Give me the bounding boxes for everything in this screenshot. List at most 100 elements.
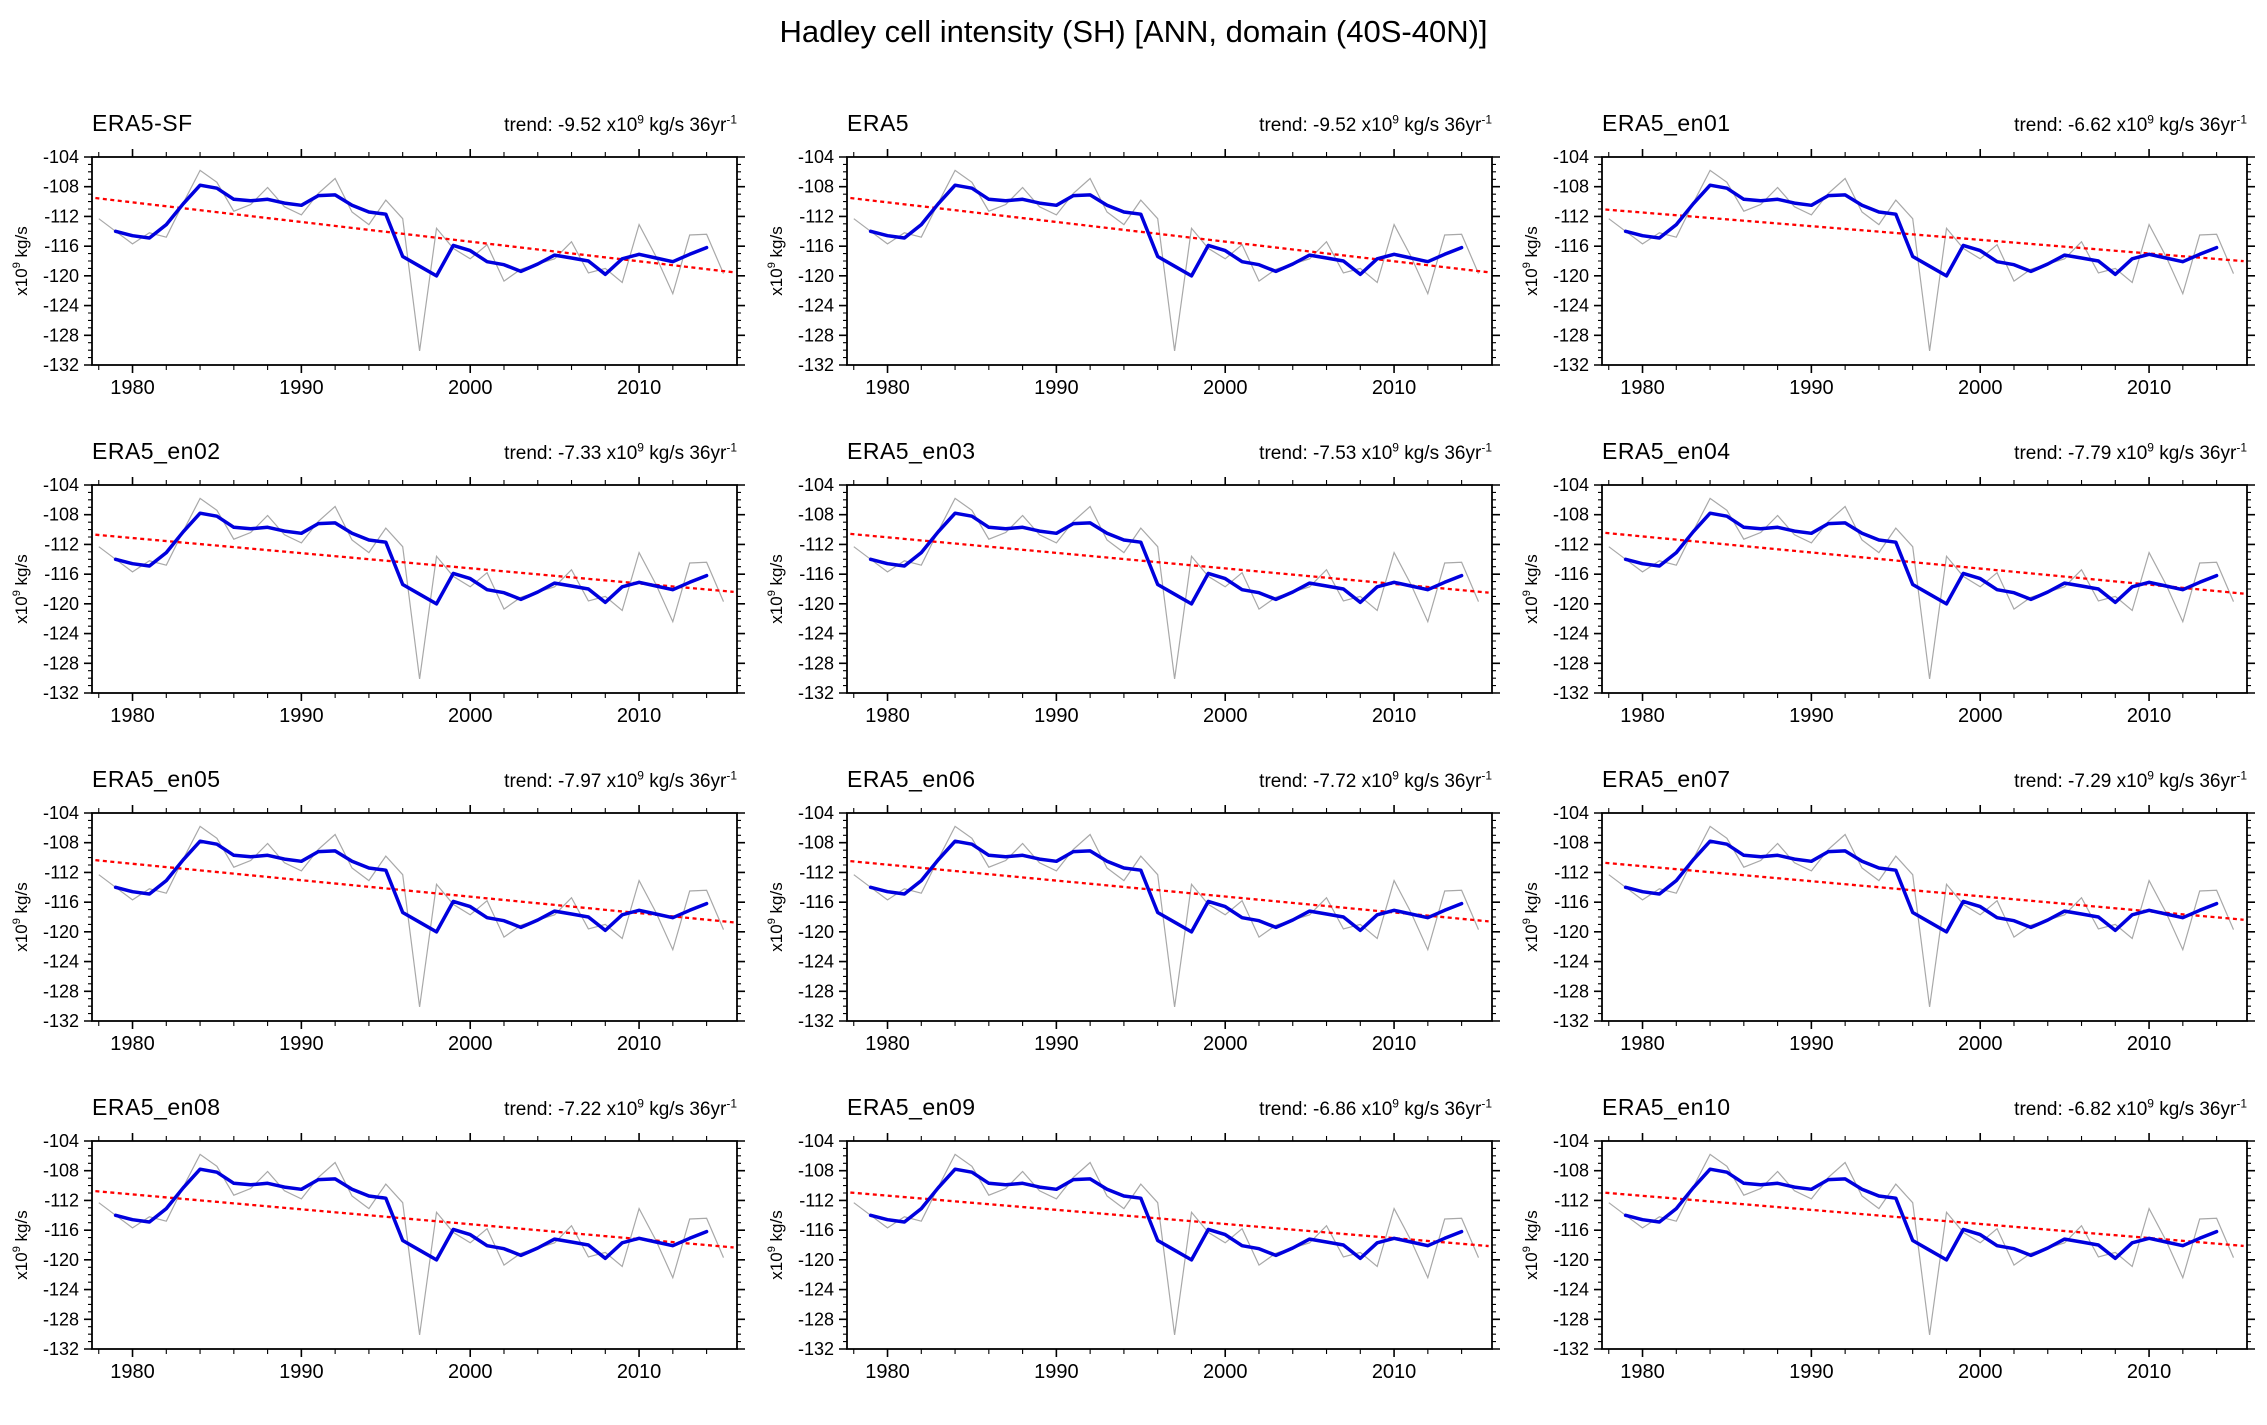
y-tick-label: -124 xyxy=(1553,952,1589,972)
y-tick-label: -116 xyxy=(1554,236,1589,256)
major-ticks xyxy=(839,805,1500,1029)
chart-panel: ERA5_en05 trend: -7.97 x109 kg/s 36yr-1 19… xyxy=(0,756,755,1084)
y-axis-unit-label: x109 kg/s xyxy=(11,882,31,951)
smoothed-series-line xyxy=(868,183,1464,278)
x-tick-label: 2010 xyxy=(1372,1361,1417,1383)
x-tick-label: 2010 xyxy=(1372,1033,1417,1055)
major-ticks xyxy=(1594,805,2255,1029)
y-tick-label: -132 xyxy=(1553,683,1589,703)
y-tick-label: -128 xyxy=(798,653,834,673)
x-tick-label: 1980 xyxy=(865,1033,910,1055)
y-tick-label: -104 xyxy=(43,803,79,823)
exponent: -1 xyxy=(2236,768,2247,783)
y-tick-label: -124 xyxy=(43,624,79,644)
panel-plot: 1980 1990 2000 2010 -104 -108 -112 -116 -120 -124… xyxy=(1521,803,2255,1055)
y-tick-label: -132 xyxy=(1553,355,1589,375)
trend-line xyxy=(1605,531,2244,595)
y-tick-label: -120 xyxy=(43,266,79,286)
plot-frame xyxy=(1601,812,2248,1022)
y-tick-label: -116 xyxy=(1554,564,1589,584)
chart-panel: ERA5_en10 trend: -6.82 x109 kg/s 36yr-1 19… xyxy=(1510,1084,2265,1412)
exponent: -1 xyxy=(2236,1096,2247,1111)
panel-title: ERA5_en07 xyxy=(1602,766,1731,792)
trend-annotation: trend: -9.52 x109 kg/s 36yr-1 xyxy=(1259,112,1492,136)
x-tick-label: 2000 xyxy=(448,1361,493,1383)
x-tick-label: 1980 xyxy=(865,377,910,399)
y-axis-unit-label: x109 kg/s xyxy=(766,554,786,623)
y-tick-label: -108 xyxy=(1553,505,1589,525)
plot-frame xyxy=(91,812,738,1022)
exponent: 9 xyxy=(2147,440,2154,455)
y-tick-label: -112 xyxy=(1554,206,1589,226)
y-axis-unit-label: x109 kg/s xyxy=(1521,554,1541,623)
y-tick-label: -128 xyxy=(798,981,834,1001)
annual-series-line xyxy=(853,825,1480,1007)
chart-panel: ERA5_en04 trend: -7.79 x109 kg/s 36yr-1 19… xyxy=(1510,428,2265,756)
chart-panel: ERA5_en06 trend: -7.72 x109 kg/s 36yr-1 19… xyxy=(755,756,1510,1084)
x-tick-label: 2010 xyxy=(617,377,662,399)
chart-panel: ERA5 trend: -9.52 x109 kg/s 36yr-1 1980 199… xyxy=(755,100,1510,428)
y-tick-label: -120 xyxy=(1553,594,1589,614)
plot-frame xyxy=(1601,484,2248,694)
trend-line xyxy=(95,533,734,594)
smoothed-series-line xyxy=(1623,839,2219,934)
panel-plot: 1980 1990 2000 2010 -104 -108 -112 -116 -120 -124… xyxy=(1521,475,2255,727)
x-tick-label: 2010 xyxy=(1372,705,1417,727)
smoothed-series-line xyxy=(868,1167,1464,1262)
major-ticks xyxy=(84,1133,745,1357)
x-tick-label: 2010 xyxy=(617,1361,662,1383)
x-tick-label: 1990 xyxy=(279,1361,324,1383)
smoothed-series-line xyxy=(113,1167,709,1262)
trend-line xyxy=(95,1189,734,1249)
major-ticks xyxy=(84,149,745,373)
x-tick-label: 2000 xyxy=(1958,377,2003,399)
y-tick-label: -104 xyxy=(798,147,834,167)
trend-line xyxy=(1605,1191,2244,1248)
panel-header: ERA5-SF trend: -9.52 x109 kg/s 36yr-1 xyxy=(92,110,737,137)
y-axis-unit-label: x109 kg/s xyxy=(1521,226,1541,295)
chart-panel: ERA5_en03 trend: -7.53 x109 kg/s 36yr-1 19… xyxy=(755,428,1510,756)
x-tick-label: 1980 xyxy=(110,1361,155,1383)
y-tick-label: -128 xyxy=(1553,325,1589,345)
y-tick-label: -128 xyxy=(1553,1309,1589,1329)
y-axis-unit-label: x109 kg/s xyxy=(766,1210,786,1279)
y-tick-label: -112 xyxy=(1554,534,1589,554)
trend-annotation: trend: -7.29 x109 kg/s 36yr-1 xyxy=(2014,768,2247,792)
minor-ticks xyxy=(88,152,741,370)
y-tick-label: -108 xyxy=(1553,833,1589,853)
y-tick-label: -116 xyxy=(44,1220,79,1240)
smoothed-series-line xyxy=(868,511,1464,606)
trend-line xyxy=(850,1191,1489,1248)
trend-annotation: trend: -6.86 x109 kg/s 36yr-1 xyxy=(1259,1096,1492,1120)
annual-series-line xyxy=(98,497,725,679)
chart-panel: ERA5_en02 trend: -7.33 x109 kg/s 36yr-1 19… xyxy=(0,428,755,756)
x-tick-label: 1980 xyxy=(1620,377,1665,399)
x-tick-label: 2010 xyxy=(617,705,662,727)
panel-plot: 1980 1990 2000 2010 -104 -108 -112 -116 -120 -124… xyxy=(766,1131,1500,1383)
y-tick-label: -124 xyxy=(798,624,834,644)
x-tick-label: 2010 xyxy=(617,1033,662,1055)
x-tick-label: 1980 xyxy=(110,377,155,399)
y-tick-label: -132 xyxy=(798,683,834,703)
y-tick-label: -108 xyxy=(798,1161,834,1181)
exponent: -1 xyxy=(1481,768,1492,783)
y-tick-label: -128 xyxy=(43,325,79,345)
trend-line xyxy=(95,859,734,924)
y-tick-label: -120 xyxy=(43,594,79,614)
plot-frame xyxy=(846,1140,1493,1350)
major-ticks xyxy=(1594,477,2255,701)
y-axis-unit-label: x109 kg/s xyxy=(11,554,31,623)
panel-title: ERA5_en08 xyxy=(92,1094,221,1120)
exponent: -1 xyxy=(2236,440,2247,455)
y-tick-label: -108 xyxy=(43,505,79,525)
y-tick-label: -116 xyxy=(44,564,79,584)
panel-title: ERA5_en10 xyxy=(1602,1094,1731,1120)
minor-ticks xyxy=(1598,1136,2251,1354)
exponent: 9 xyxy=(1392,112,1399,127)
minor-ticks xyxy=(1598,480,2251,698)
plot-frame xyxy=(1601,1140,2248,1350)
annual-series-line xyxy=(853,1153,1480,1335)
y-tick-label: -120 xyxy=(798,266,834,286)
panel-plot: 1980 1990 2000 2010 -104 -108 -112 -116 -120 -124… xyxy=(766,803,1500,1055)
